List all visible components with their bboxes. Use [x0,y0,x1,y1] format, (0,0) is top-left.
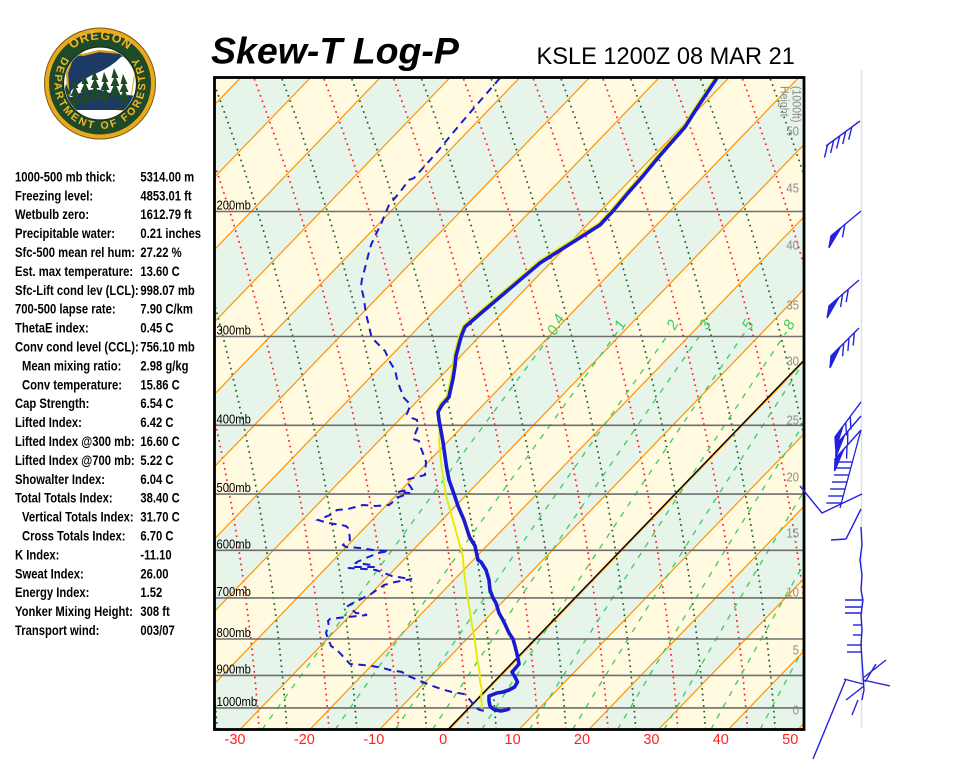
svg-text:Mean mixing ratio:: Mean mixing ratio: [22,358,121,373]
svg-text:Sweat Index:: Sweat Index: [15,566,84,581]
svg-text:30: 30 [643,732,659,748]
svg-text:Height: Height [777,86,790,117]
svg-text:27.22 %: 27.22 % [140,245,181,260]
svg-text:10: 10 [786,585,799,600]
svg-text:40: 40 [713,732,729,748]
svg-text:003/07: 003/07 [140,623,175,638]
svg-text:Cap Strength:: Cap Strength: [15,396,89,411]
svg-text:0: 0 [439,732,447,748]
svg-text:38.40 C: 38.40 C [140,491,179,506]
svg-text:-20: -20 [294,732,315,748]
svg-text:Sfc-Lift cond lev (LCL):: Sfc-Lift cond lev (LCL): [15,283,139,298]
svg-text:Yonker Mixing Height:: Yonker Mixing Height: [15,604,133,619]
svg-text:25: 25 [786,413,799,428]
svg-text:5.22 C: 5.22 C [140,453,173,468]
svg-text:Cross Totals Index:: Cross Totals Index: [22,529,125,544]
svg-text:Lifted Index:: Lifted Index: [15,415,82,430]
svg-text:ThetaE index:: ThetaE index: [15,321,89,336]
svg-text:Lifted Index @300 mb:: Lifted Index @300 mb: [15,434,135,449]
svg-text:308 ft: 308 ft [140,604,169,619]
svg-text:15: 15 [786,526,799,541]
svg-text:35: 35 [786,298,799,313]
svg-text:Est. max temperature:: Est. max temperature: [15,264,133,279]
svg-text:Conv temperature:: Conv temperature: [22,377,122,392]
svg-text:5: 5 [793,643,800,658]
svg-text:Conv cond level (CCL):: Conv cond level (CCL): [15,340,139,355]
svg-text:31.70 C: 31.70 C [140,510,179,525]
svg-text:400mb: 400mb [216,412,251,427]
svg-text:50: 50 [786,124,799,139]
svg-text:1000-500 mb thick:: 1000-500 mb thick: [15,169,116,184]
svg-text:Energy Index:: Energy Index: [15,585,89,600]
svg-text:998.07 mb: 998.07 mb [140,283,195,298]
svg-text:7.90 C/km: 7.90 C/km [140,302,193,317]
svg-text:5314.00 m: 5314.00 m [140,169,194,184]
svg-text:K Index:: K Index: [15,547,59,562]
svg-text:0.45 C: 0.45 C [140,321,173,336]
svg-text:-11.10: -11.10 [140,547,171,562]
svg-text:Sfc-500 mean rel hum:: Sfc-500 mean rel hum: [15,245,135,260]
svg-text:2.98 g/kg: 2.98 g/kg [140,358,188,373]
svg-text:-10: -10 [363,732,384,748]
svg-text:900mb: 900mb [216,662,251,677]
svg-text:1000mb: 1000mb [216,694,257,709]
svg-text:10: 10 [505,732,521,748]
svg-text:700mb: 700mb [216,584,251,599]
svg-text:1612.79 ft: 1612.79 ft [140,207,191,222]
svg-text:300mb: 300mb [216,323,251,338]
svg-text:6.70 C: 6.70 C [140,529,173,544]
svg-text:20: 20 [574,732,590,748]
svg-text:700-500 lapse rate:: 700-500 lapse rate: [15,302,116,317]
svg-text:30: 30 [786,354,799,369]
svg-text:50: 50 [782,732,798,748]
svg-text:KSLE 1200Z 08 MAR 21: KSLE 1200Z 08 MAR 21 [537,44,795,70]
svg-text:4853.01 ft: 4853.01 ft [140,188,191,203]
svg-text:13.60 C: 13.60 C [140,264,179,279]
svg-text:1.52: 1.52 [140,585,162,600]
svg-text:800mb: 800mb [216,625,251,640]
svg-text:756.10 mb: 756.10 mb [140,340,195,355]
svg-text:Lifted Index @700 mb:: Lifted Index @700 mb: [15,453,135,468]
svg-text:45: 45 [786,181,799,196]
svg-text:Wetbulb zero:: Wetbulb zero: [15,207,89,222]
svg-text:600mb: 600mb [216,537,251,552]
svg-text:20: 20 [786,470,799,485]
svg-text:Vertical Totals Index:: Vertical Totals Index: [22,510,134,525]
svg-text:Skew-T Log-P: Skew-T Log-P [211,30,460,72]
svg-text:40: 40 [786,238,799,253]
svg-text:(1000ft): (1000ft) [789,86,802,123]
svg-text:6.54 C: 6.54 C [140,396,173,411]
svg-text:6.04 C: 6.04 C [140,472,173,487]
svg-text:26.00: 26.00 [140,566,168,581]
svg-text:6.42 C: 6.42 C [140,415,173,430]
svg-text:16.60 C: 16.60 C [140,434,179,449]
svg-text:Precipitable water:: Precipitable water: [15,226,115,241]
svg-text:Transport wind:: Transport wind: [15,623,99,638]
svg-text:-30: -30 [225,732,246,748]
svg-text:0.21 inches: 0.21 inches [140,226,201,241]
svg-text:Freezing level:: Freezing level: [15,188,93,203]
svg-text:15.86 C: 15.86 C [140,377,179,392]
svg-text:Showalter Index:: Showalter Index: [15,472,105,487]
svg-text:Total Totals Index:: Total Totals Index: [15,491,113,506]
svg-text:200mb: 200mb [216,198,251,213]
svg-text:500mb: 500mb [216,480,251,495]
svg-text:0: 0 [793,703,800,718]
